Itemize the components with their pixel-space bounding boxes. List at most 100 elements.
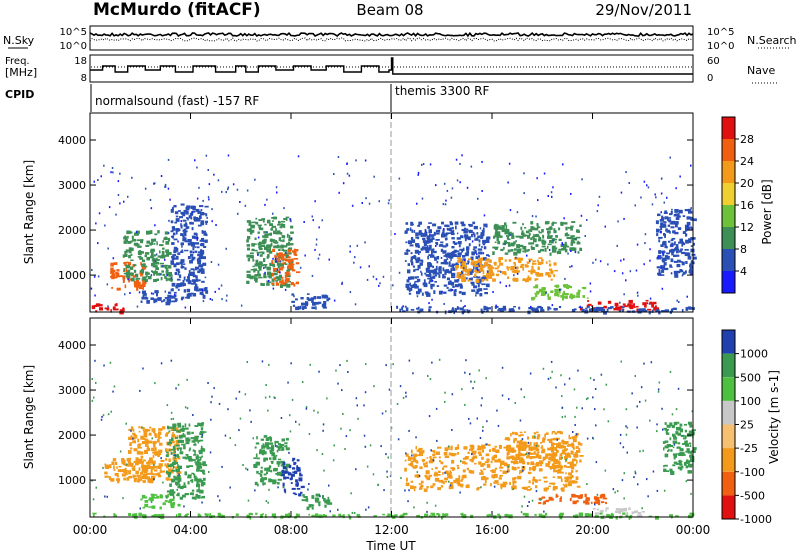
- echo-cell: [616, 490, 619, 493]
- echo-cell: [201, 280, 205, 283]
- echo-cell: [272, 287, 275, 290]
- echo-cell: [152, 265, 157, 268]
- echo-cell: [171, 229, 174, 232]
- echo-cell: [296, 459, 300, 462]
- echo-cell: [542, 367, 545, 370]
- echo-cell: [420, 486, 423, 489]
- echo-cell: [178, 465, 182, 470]
- echo-cell: [597, 501, 601, 506]
- echo-cell: [667, 224, 671, 227]
- echo-cell: [273, 272, 278, 276]
- echo-cell: [652, 470, 655, 473]
- echo-cell: [278, 248, 281, 252]
- echo-cell: [478, 288, 483, 292]
- echo-cell: [645, 299, 649, 302]
- echo-cell: [677, 442, 681, 445]
- echo-cell: [681, 309, 684, 313]
- echo-cell: [511, 466, 514, 471]
- echo-cell: [535, 244, 539, 247]
- echo-cell: [538, 468, 543, 472]
- echo-cell: [124, 251, 128, 253]
- echo-cell: [554, 486, 558, 490]
- echo-cell: [636, 305, 639, 308]
- echo-cell: [184, 306, 187, 309]
- echo-cell: [458, 273, 463, 276]
- echo-cell: [448, 281, 452, 284]
- echo-cell: [621, 272, 624, 275]
- echo-cell: [455, 446, 460, 450]
- echo-cell: [182, 219, 187, 222]
- noise-panel-frame: [89, 25, 694, 51]
- echo-cell: [664, 259, 667, 262]
- echo-cell: [199, 205, 204, 208]
- echo-cell: [675, 217, 680, 220]
- velocity-colorbar-label: Velocity [m s-1]: [767, 370, 781, 464]
- echo-cell: [427, 247, 431, 251]
- echo-cell: [182, 279, 185, 283]
- echo-cell: [481, 456, 484, 460]
- echo-cell: [202, 471, 205, 474]
- echo-cell: [669, 468, 673, 471]
- echo-cell: [202, 231, 205, 234]
- echo-cell: [414, 249, 419, 254]
- echo-cell: [449, 222, 453, 226]
- echo-cell: [271, 454, 276, 457]
- echo-cell: [344, 448, 346, 450]
- echo-cell: [133, 433, 136, 437]
- echo-cell: [408, 290, 411, 293]
- echo-cell: [98, 212, 101, 215]
- echo-cell: [283, 207, 285, 210]
- echo-cell: [175, 387, 177, 390]
- echo-cell: [461, 249, 464, 253]
- echo-cell: [547, 230, 551, 234]
- echo-cell: [543, 510, 545, 513]
- echo-cell: [129, 442, 132, 447]
- echo-cell: [258, 227, 264, 231]
- echo-cell: [412, 372, 414, 375]
- echo-cell: [535, 485, 538, 489]
- echo-cell: [315, 238, 318, 241]
- echo-cell: [685, 480, 688, 483]
- echo-cell: [461, 278, 466, 283]
- echo-cell: [149, 243, 152, 246]
- echo-cell: [675, 463, 681, 465]
- echo-cell: [436, 256, 440, 260]
- echo-cell: [656, 233, 659, 237]
- echo-cell: [452, 241, 456, 244]
- echo-cell: [579, 455, 584, 457]
- echo-cell: [456, 272, 460, 277]
- echo-cell: [615, 306, 618, 310]
- echo-cell: [171, 433, 176, 438]
- echo-cell: [198, 469, 202, 472]
- echo-cell: [670, 308, 674, 313]
- echo-cell: [660, 231, 662, 234]
- echo-cell: [438, 514, 441, 517]
- echo-cell: [577, 240, 579, 244]
- echo-cell: [198, 257, 203, 259]
- echo-cell: [263, 264, 268, 266]
- echo-cell: [560, 465, 564, 469]
- echo-cell: [473, 225, 478, 230]
- echo-cell: [257, 273, 261, 277]
- echo-cell: [569, 247, 574, 251]
- echo-cell: [202, 464, 208, 467]
- echo-cell: [613, 270, 616, 273]
- echo-cell: [276, 257, 279, 262]
- echo-cell: [295, 262, 300, 265]
- echo-cell: [514, 476, 517, 480]
- echo-cell: [492, 266, 494, 270]
- colorbar-swatch: [722, 161, 735, 183]
- echo-cell: [437, 474, 441, 476]
- echo-cell: [436, 285, 440, 287]
- echo-cell: [430, 283, 435, 287]
- echo-cell: [169, 493, 174, 496]
- echo-cell: [132, 440, 136, 444]
- echo-cell: [157, 472, 161, 476]
- echo-cell: [186, 439, 190, 442]
- echo-cell: [531, 236, 535, 239]
- echo-cell: [180, 259, 185, 263]
- echo-cell: [599, 307, 604, 311]
- echo-cell: [273, 396, 275, 399]
- echo-cell: [560, 445, 565, 449]
- cpid-label: CPID: [5, 88, 34, 101]
